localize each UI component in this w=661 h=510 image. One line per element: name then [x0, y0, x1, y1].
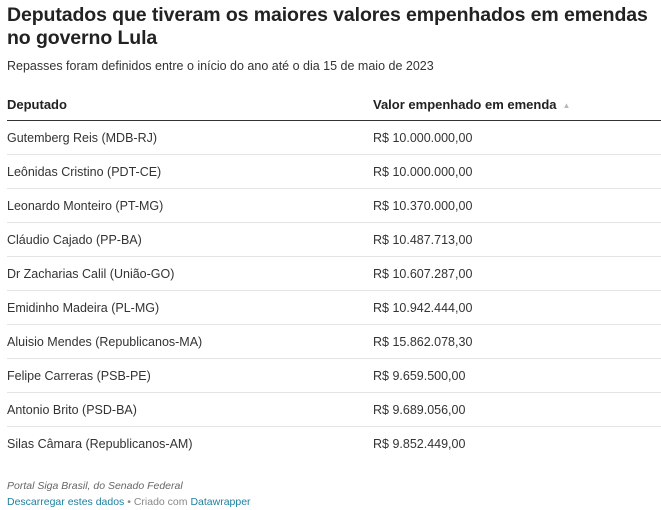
table-row: Felipe Carreras (PSB-PE) R$ 9.659.500,00 [7, 358, 661, 393]
cell-valor: R$ 10.000.000,00 [373, 154, 661, 189]
cell-valor: R$ 10.942.444,00 [373, 290, 661, 325]
column-header-label: Deputado [7, 96, 67, 112]
table-row: Dr Zacharias Calil (União-GO) R$ 10.607.2… [7, 256, 661, 291]
table-row: Silas Câmara (Republicanos-AM) R$ 9.852.4… [7, 427, 661, 461]
cell-valor: R$ 9.689.056,00 [373, 392, 661, 427]
download-data-link[interactable]: Descarregar estes dados [7, 496, 125, 508]
cell-deputado: Leônidas Cristino (PDT-CE) [7, 154, 373, 189]
footer: Portal Siga Brasil, do Senado Federal De… [7, 478, 251, 510]
cell-deputado: Cláudio Cajado (PP-BA) [7, 222, 373, 257]
cell-deputado: Antonio Brito (PSD-BA) [7, 392, 373, 427]
chart-subtitle: Repasses foram definidos entre o início … [7, 59, 434, 73]
table-row: Cláudio Cajado (PP-BA) R$ 10.487.713,00 [7, 222, 661, 257]
cell-deputado: Dr Zacharias Calil (União-GO) [7, 256, 373, 291]
sort-ascending-icon[interactable]: ▲ [562, 100, 571, 110]
table-row: Gutemberg Reis (MDB-RJ) R$ 10.000.000,00 [7, 120, 661, 155]
footer-separator: • Criado com [124, 496, 191, 508]
cell-deputado: Felipe Carreras (PSB-PE) [7, 358, 373, 393]
table-row: Antonio Brito (PSD-BA) R$ 9.689.056,00 [7, 392, 661, 427]
cell-valor: R$ 10.370.000,00 [373, 188, 661, 223]
data-table: Deputado Valor empenhado em emenda ▲ Gute… [7, 88, 661, 460]
table-row: Aluisio Mendes (Republicanos-MA) R$ 15.86… [7, 324, 661, 359]
column-header-deputado[interactable]: Deputado [7, 88, 373, 121]
table-row: Emidinho Madeira (PL-MG) R$ 10.942.444,00 [7, 290, 661, 325]
chart-container: Deputados que tiveram os maiores valores… [7, 0, 661, 508]
column-header-label: Valor empenhado em emenda [373, 96, 557, 112]
cell-deputado: Emidinho Madeira (PL-MG) [7, 290, 373, 325]
cell-valor: R$ 15.862.078,30 [373, 324, 661, 359]
cell-valor: R$ 9.852.449,00 [373, 436, 466, 451]
footer-links: Descarregar estes dados • Criado com Dat… [7, 494, 251, 510]
table-body: Gutemberg Reis (MDB-RJ) R$ 10.000.000,00 L… [7, 120, 661, 461]
cell-valor: R$ 9.659.500,00 [373, 358, 661, 393]
source-note: Portal Siga Brasil, do Senado Federal [7, 480, 183, 492]
cell-deputado: Leonardo Monteiro (PT-MG) [7, 188, 373, 223]
column-header-valor[interactable]: Valor empenhado em emenda ▲ [373, 88, 661, 121]
cell-valor: R$ 10.607.287,00 [373, 256, 661, 291]
cell-deputado: Silas Câmara (Republicanos-AM) [7, 436, 193, 451]
cell-deputado: Aluisio Mendes (Republicanos-MA) [7, 324, 373, 359]
table-row: Leonardo Monteiro (PT-MG) R$ 10.370.000,0… [7, 188, 661, 223]
chart-title: Deputados que tiveram os maiores valores… [7, 4, 648, 49]
table-row: Leônidas Cristino (PDT-CE) R$ 10.000.000,… [7, 154, 661, 189]
table-header-row: Deputado Valor empenhado em emenda ▲ [7, 88, 661, 121]
cell-valor: R$ 10.487.713,00 [373, 222, 661, 257]
cell-valor: R$ 10.000.000,00 [373, 120, 661, 155]
datawrapper-link[interactable]: Datawrapper [190, 496, 251, 508]
cell-deputado: Gutemberg Reis (MDB-RJ) [7, 120, 373, 155]
